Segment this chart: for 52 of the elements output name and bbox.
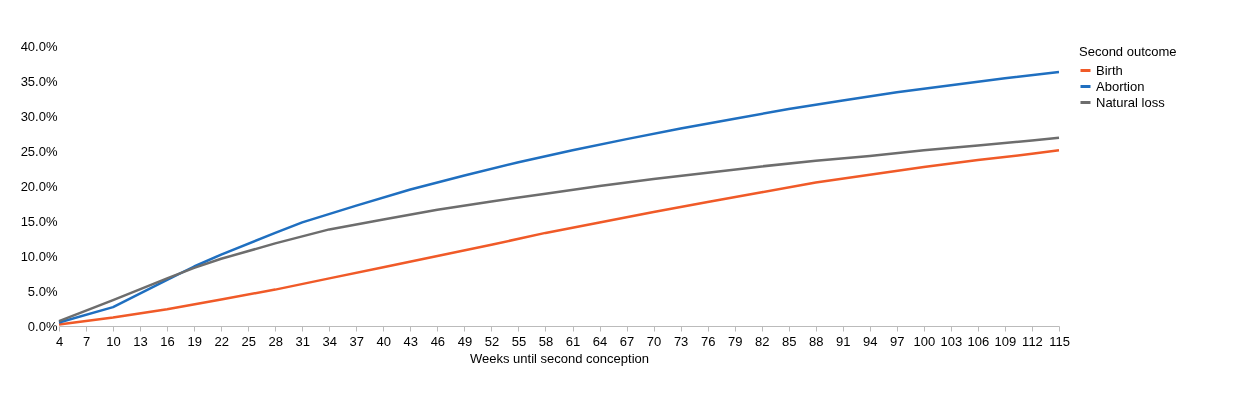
x-tick-label: 10 <box>106 333 121 349</box>
y-tick-label: 35.0% <box>20 73 58 89</box>
x-tick-label: 106 <box>967 333 990 349</box>
y-tick-label: 20.0% <box>20 178 58 194</box>
x-tick-label: 22 <box>214 333 229 349</box>
x-tick-label: 61 <box>565 333 581 349</box>
x-tick-label: 46 <box>430 333 446 349</box>
x-tick-label: 82 <box>754 333 770 349</box>
y-tick-label: 40.0% <box>20 38 58 54</box>
legend-label: Abortion <box>1096 78 1145 94</box>
y-tick-label: 0.0% <box>27 318 58 334</box>
x-tick-label: 31 <box>295 333 310 349</box>
x-tick-label: 109 <box>994 333 1017 349</box>
x-tick-label: 4 <box>55 333 64 349</box>
x-tick-label: 37 <box>349 333 365 349</box>
legend-title: Second outcome <box>1079 44 1177 59</box>
x-tick-label: 43 <box>403 333 419 349</box>
x-tick-label: 76 <box>700 333 716 349</box>
x-tick-label: 25 <box>241 333 256 349</box>
x-axis-title: Weeks until second conception <box>470 350 649 366</box>
y-tick-label: 5.0% <box>27 283 58 299</box>
x-tick-label: 58 <box>538 333 554 349</box>
x-tick-label: 40 <box>376 333 392 349</box>
x-tick-label: 88 <box>809 333 824 349</box>
x-tick-label: 16 <box>160 333 175 349</box>
y-tick-label: 15.0% <box>20 213 58 229</box>
x-tick-label: 91 <box>836 333 851 349</box>
x-tick-label: 13 <box>133 333 148 349</box>
legend-label: Natural loss <box>1096 94 1166 110</box>
x-tick-label: 85 <box>782 333 797 349</box>
legend-label: Birth <box>1096 62 1123 78</box>
x-tick-label: 49 <box>457 333 473 349</box>
x-tick-label: 28 <box>268 333 283 349</box>
x-tick-label: 103 <box>940 333 963 349</box>
x-tick-label: 115 <box>1049 333 1070 349</box>
x-tick-label: 97 <box>890 333 905 349</box>
x-tick-label: 112 <box>1022 333 1043 349</box>
y-tick-label: 10.0% <box>20 248 58 264</box>
x-tick-label: 79 <box>727 333 743 349</box>
x-tick-label: 67 <box>619 333 635 349</box>
x-tick-label: 34 <box>322 333 337 349</box>
x-tick-label: 94 <box>863 333 878 349</box>
x-tick-label: 7 <box>82 333 91 349</box>
x-tick-label: 100 <box>913 333 936 349</box>
y-tick-label: 25.0% <box>20 143 58 159</box>
y-tick-label: 30.0% <box>20 108 58 124</box>
x-tick-label: 70 <box>646 333 662 349</box>
x-tick-label: 64 <box>592 333 608 349</box>
x-tick-label: 19 <box>187 333 202 349</box>
x-tick-label: 52 <box>484 333 500 349</box>
x-tick-label: 73 <box>673 333 689 349</box>
x-tick-label: 55 <box>511 333 527 349</box>
